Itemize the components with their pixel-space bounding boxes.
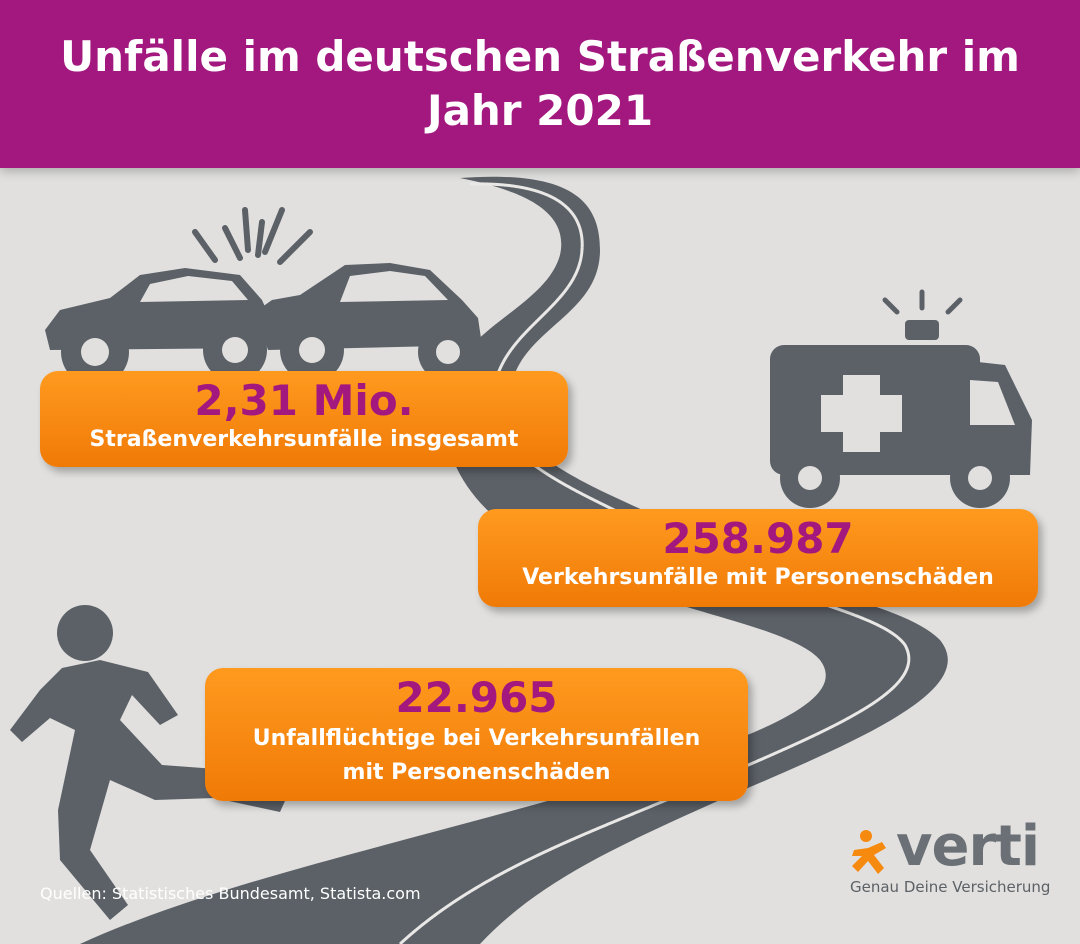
- header-banner: Unfälle im deutschen Straßenverkehr im J…: [0, 0, 1080, 168]
- brand-logo: verti Genau Deine Versicherung: [838, 806, 1051, 916]
- stat-label: Straßenverkehrsunfälle insgesamt: [89, 427, 519, 452]
- page-title: Unfälle im deutschen Straßenverkehr im J…: [60, 32, 1020, 135]
- stat-label-line2: mit Personenschäden: [342, 760, 611, 785]
- brand-name: verti: [896, 814, 1040, 879]
- verti-logo-icon: [852, 830, 886, 874]
- stat-value: 22.965: [395, 673, 558, 722]
- stat-value: 258.987: [662, 514, 854, 563]
- running-person-icon: [10, 605, 290, 920]
- crashed-cars-icon: [45, 207, 482, 386]
- ambulance-icon: [770, 289, 1032, 508]
- source-note: Quellen: Statistisches Bundesamt, Statis…: [40, 884, 421, 903]
- stat-box-total-accidents: 2,31 Mio. Straßenverkehrsunfälle insgesa…: [40, 371, 568, 467]
- stat-label: Verkehrsunfälle mit Personenschäden: [522, 565, 994, 590]
- stat-box-hit-and-run: 22.965 Unfallflüchtige bei Verkehrsunfäl…: [205, 668, 748, 801]
- stat-label-line1: Unfallflüchtige bei Verkehrsunfällen: [252, 726, 701, 751]
- stat-value: 2,31 Mio.: [194, 376, 414, 425]
- brand-tagline: Genau Deine Versicherung: [850, 878, 1051, 896]
- stat-box-personal-injury: 258.987 Verkehrsunfälle mit Personenschä…: [478, 509, 1038, 607]
